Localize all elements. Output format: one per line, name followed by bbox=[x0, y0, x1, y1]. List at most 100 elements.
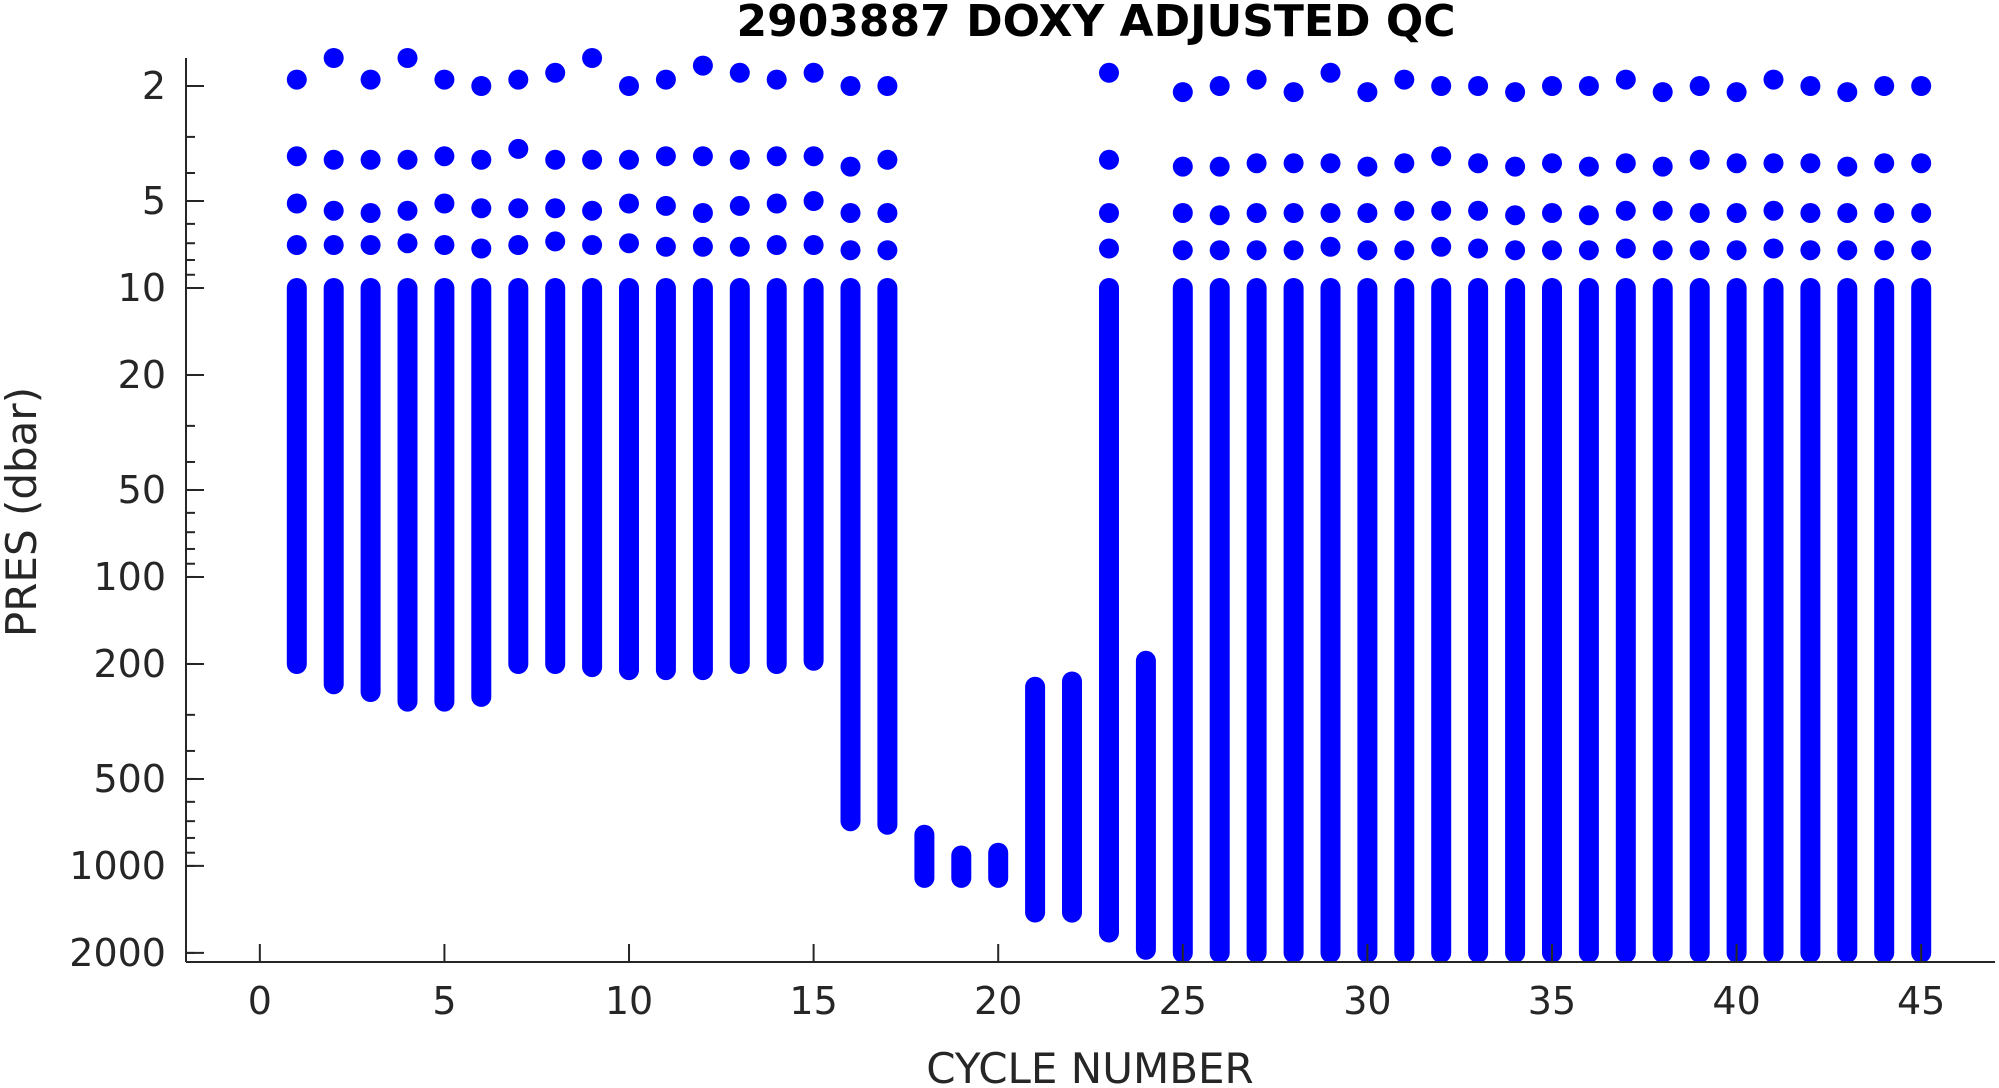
y-tick-label-1000: 1000 bbox=[69, 844, 166, 888]
data-point-cycle-11 bbox=[655, 69, 676, 90]
profile-column-cycle-8 bbox=[545, 278, 566, 674]
data-point-cycle-43 bbox=[1837, 240, 1858, 261]
data-point-cycle-7 bbox=[508, 69, 529, 90]
y-axis-label: PRES (dbar) bbox=[0, 387, 46, 637]
x-tick-label-25: 25 bbox=[1159, 979, 1207, 1023]
profile-column-cycle-4 bbox=[397, 278, 418, 712]
y-tick-label-100: 100 bbox=[93, 555, 166, 599]
x-tick-label-0: 0 bbox=[248, 979, 272, 1023]
data-point-cycle-42 bbox=[1800, 240, 1821, 261]
data-marks bbox=[286, 48, 1932, 963]
data-point-cycle-9 bbox=[582, 235, 603, 255]
profile-column-cycle-5 bbox=[434, 278, 455, 712]
data-point-cycle-26 bbox=[1209, 240, 1230, 261]
data-point-cycle-36 bbox=[1578, 240, 1599, 261]
data-point-cycle-5 bbox=[434, 235, 455, 255]
data-point-cycle-5 bbox=[434, 193, 455, 214]
data-point-cycle-25 bbox=[1172, 156, 1193, 177]
profile-column-cycle-30 bbox=[1357, 278, 1378, 963]
data-point-cycle-44 bbox=[1874, 76, 1895, 96]
data-point-cycle-29 bbox=[1320, 203, 1341, 223]
profile-column-cycle-42 bbox=[1800, 278, 1821, 963]
data-point-cycle-45 bbox=[1911, 76, 1932, 96]
data-point-cycle-37 bbox=[1615, 69, 1636, 90]
data-point-cycle-25 bbox=[1172, 82, 1193, 103]
data-point-cycle-39 bbox=[1689, 203, 1710, 223]
data-point-cycle-11 bbox=[655, 146, 676, 167]
data-point-cycle-10 bbox=[619, 149, 639, 170]
y-tick-label-2000: 2000 bbox=[69, 931, 166, 975]
profile-column-cycle-17 bbox=[877, 278, 898, 835]
data-point-cycle-11 bbox=[655, 195, 676, 216]
data-point-cycle-41 bbox=[1763, 69, 1784, 90]
data-point-cycle-35 bbox=[1542, 76, 1562, 96]
data-point-cycle-32 bbox=[1431, 236, 1452, 257]
data-point-cycle-29 bbox=[1320, 153, 1341, 174]
data-point-cycle-32 bbox=[1431, 76, 1452, 96]
profile-column-cycle-9 bbox=[582, 278, 603, 678]
data-point-cycle-32 bbox=[1431, 146, 1452, 167]
x-tick-label-15: 15 bbox=[789, 979, 837, 1023]
data-point-cycle-8 bbox=[545, 231, 566, 252]
data-point-cycle-2 bbox=[323, 48, 344, 68]
data-point-cycle-16 bbox=[840, 240, 861, 261]
data-point-cycle-10 bbox=[619, 76, 639, 96]
data-point-cycle-10 bbox=[619, 233, 639, 254]
data-point-cycle-11 bbox=[655, 236, 676, 257]
data-point-cycle-33 bbox=[1468, 238, 1489, 259]
data-point-cycle-7 bbox=[508, 138, 529, 159]
axes: 0 5 10 15 20 25 30 35 40 452510205010020050010002… bbox=[69, 58, 1995, 1023]
data-point-cycle-39 bbox=[1689, 76, 1710, 96]
data-point-cycle-45 bbox=[1911, 203, 1932, 223]
data-point-cycle-2 bbox=[323, 149, 344, 170]
data-point-cycle-37 bbox=[1615, 200, 1636, 221]
data-point-cycle-16 bbox=[840, 76, 861, 96]
data-point-cycle-40 bbox=[1726, 203, 1747, 223]
data-point-cycle-43 bbox=[1837, 203, 1858, 223]
profile-column-cycle-43 bbox=[1837, 278, 1858, 963]
data-point-cycle-15 bbox=[803, 191, 824, 211]
data-point-cycle-7 bbox=[508, 235, 529, 255]
data-point-cycle-4 bbox=[397, 200, 418, 221]
data-point-cycle-30 bbox=[1357, 240, 1378, 261]
profile-column-cycle-29 bbox=[1320, 278, 1341, 963]
data-point-cycle-23 bbox=[1099, 238, 1119, 259]
data-point-cycle-32 bbox=[1431, 200, 1452, 221]
data-point-cycle-35 bbox=[1542, 203, 1562, 223]
data-point-cycle-36 bbox=[1578, 76, 1599, 96]
profile-column-cycle-7 bbox=[508, 278, 529, 674]
data-point-cycle-8 bbox=[545, 198, 566, 219]
data-point-cycle-28 bbox=[1283, 240, 1304, 261]
profile-column-cycle-16 bbox=[840, 278, 861, 832]
profile-column-cycle-10 bbox=[619, 278, 639, 681]
data-point-cycle-43 bbox=[1837, 82, 1858, 103]
profile-column-cycle-26 bbox=[1209, 278, 1230, 963]
data-point-cycle-3 bbox=[360, 203, 381, 223]
profile-column-cycle-28 bbox=[1283, 278, 1304, 963]
data-point-cycle-33 bbox=[1468, 76, 1489, 96]
data-point-cycle-34 bbox=[1505, 205, 1526, 226]
data-point-cycle-44 bbox=[1874, 153, 1895, 174]
x-tick-label-5: 5 bbox=[432, 979, 456, 1023]
data-point-cycle-38 bbox=[1652, 156, 1673, 177]
data-point-cycle-17 bbox=[877, 149, 898, 170]
y-tick-label-20: 20 bbox=[118, 353, 166, 397]
data-point-cycle-30 bbox=[1357, 203, 1378, 223]
data-point-cycle-37 bbox=[1615, 153, 1636, 174]
profile-column-cycle-36 bbox=[1578, 278, 1599, 963]
data-point-cycle-6 bbox=[471, 198, 492, 219]
data-point-cycle-35 bbox=[1542, 240, 1562, 261]
data-point-cycle-13 bbox=[729, 236, 750, 257]
data-point-cycle-29 bbox=[1320, 62, 1341, 83]
profile-column-cycle-23 bbox=[1099, 278, 1119, 943]
x-axis-label: CYCLE NUMBER bbox=[926, 1044, 1254, 1088]
data-point-cycle-12 bbox=[692, 55, 713, 76]
data-point-cycle-13 bbox=[729, 149, 750, 170]
data-point-cycle-14 bbox=[766, 193, 787, 214]
profile-column-cycle-11 bbox=[655, 278, 676, 681]
data-point-cycle-12 bbox=[692, 146, 713, 167]
data-point-cycle-42 bbox=[1800, 203, 1821, 223]
data-point-cycle-16 bbox=[840, 203, 861, 223]
data-point-cycle-8 bbox=[545, 62, 566, 83]
data-point-cycle-6 bbox=[471, 238, 492, 259]
